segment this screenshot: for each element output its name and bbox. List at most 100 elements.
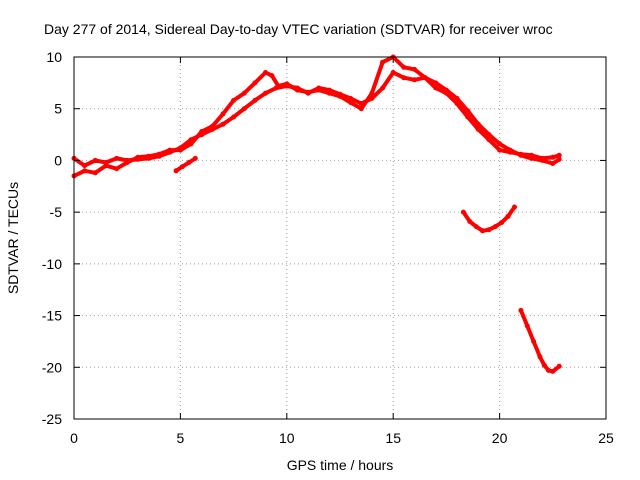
data-point	[156, 153, 162, 159]
data-point	[82, 163, 88, 169]
y-tick-label: 5	[54, 101, 62, 117]
data-point	[529, 155, 534, 161]
data-point	[497, 141, 503, 147]
y-tick-label: 0	[54, 152, 62, 168]
data-point	[422, 75, 428, 81]
data-point	[518, 152, 524, 158]
data-point	[220, 121, 226, 127]
data-point	[473, 224, 479, 230]
data-point	[241, 90, 247, 96]
data-point	[433, 80, 439, 86]
data-point	[486, 132, 492, 138]
data-point	[380, 59, 386, 65]
data-point	[507, 147, 513, 153]
x-tick-label: 15	[385, 430, 401, 446]
data-point	[546, 367, 551, 373]
data-point	[454, 95, 460, 101]
data-point	[337, 91, 343, 97]
data-point	[550, 161, 556, 166]
data-point	[539, 157, 545, 163]
data-point	[401, 75, 407, 81]
data-point	[556, 152, 562, 158]
y-tick-label: -5	[50, 204, 63, 220]
data-point	[124, 157, 130, 163]
y-tick-label: -10	[42, 256, 62, 272]
data-point	[486, 227, 492, 233]
data-point	[273, 85, 279, 91]
data-point	[480, 228, 486, 234]
data-point	[358, 106, 364, 112]
data-point	[518, 307, 524, 313]
data-point	[231, 97, 237, 103]
data-point	[231, 114, 237, 120]
data-point	[348, 100, 354, 105]
data-point	[220, 111, 226, 117]
x-axis-label: GPS time / hours	[287, 457, 394, 473]
axis-ticks	[73, 56, 607, 420]
data-point	[103, 160, 109, 165]
data-series	[71, 54, 562, 374]
data-point	[486, 137, 492, 143]
x-tick-label: 0	[70, 430, 78, 446]
series-track-2	[72, 70, 562, 168]
data-point	[294, 85, 300, 91]
data-point	[499, 220, 505, 225]
data-point	[443, 87, 449, 93]
data-point	[380, 85, 386, 91]
data-point	[550, 368, 556, 374]
data-point	[263, 90, 268, 96]
data-point	[114, 166, 120, 172]
data-point	[284, 83, 290, 89]
data-point	[199, 132, 205, 138]
data-point	[188, 137, 194, 143]
data-point	[326, 87, 332, 93]
data-point	[505, 213, 511, 219]
data-point	[390, 70, 396, 75]
data-point	[186, 160, 192, 165]
data-point	[241, 106, 247, 112]
data-point	[492, 224, 498, 230]
data-point	[135, 156, 141, 162]
data-point	[146, 155, 151, 161]
y-axis-label: SDTVAR / TECUs	[5, 182, 21, 294]
data-point	[556, 156, 562, 162]
data-point	[177, 145, 183, 151]
data-point	[541, 362, 547, 368]
data-point	[512, 204, 517, 210]
data-point	[358, 101, 364, 106]
series-tail-evening	[518, 308, 562, 374]
data-point	[412, 66, 417, 72]
data-point	[269, 73, 275, 79]
data-point	[252, 97, 258, 103]
data-point	[348, 95, 354, 101]
data-point	[465, 114, 471, 120]
y-tick-labels: -25 -20 -15 -10 -5 0 5 10	[42, 49, 62, 427]
data-point	[252, 80, 258, 86]
data-point	[531, 338, 537, 344]
y-tick-label: -25	[42, 411, 62, 427]
x-tick-label: 10	[279, 430, 295, 446]
series-segment-early	[174, 156, 198, 173]
data-point	[467, 219, 473, 224]
data-point	[82, 168, 88, 174]
x-tick-label: 5	[177, 430, 185, 446]
data-point	[550, 154, 556, 160]
data-point	[316, 85, 322, 91]
plot-frame	[73, 56, 607, 420]
data-point	[173, 168, 179, 174]
data-point	[465, 108, 471, 114]
data-point	[460, 209, 466, 215]
data-point	[92, 157, 98, 163]
x-tick-labels: 0 5 10 15 20 25	[70, 430, 614, 446]
y-tick-label: -20	[42, 359, 62, 375]
data-point	[369, 95, 375, 101]
data-point	[209, 126, 215, 132]
data-point	[263, 70, 268, 75]
data-point	[114, 155, 120, 161]
y-tick-label: 10	[46, 49, 62, 65]
data-point	[524, 323, 530, 329]
data-point	[556, 363, 562, 369]
data-point	[412, 77, 417, 83]
data-point	[497, 147, 503, 153]
